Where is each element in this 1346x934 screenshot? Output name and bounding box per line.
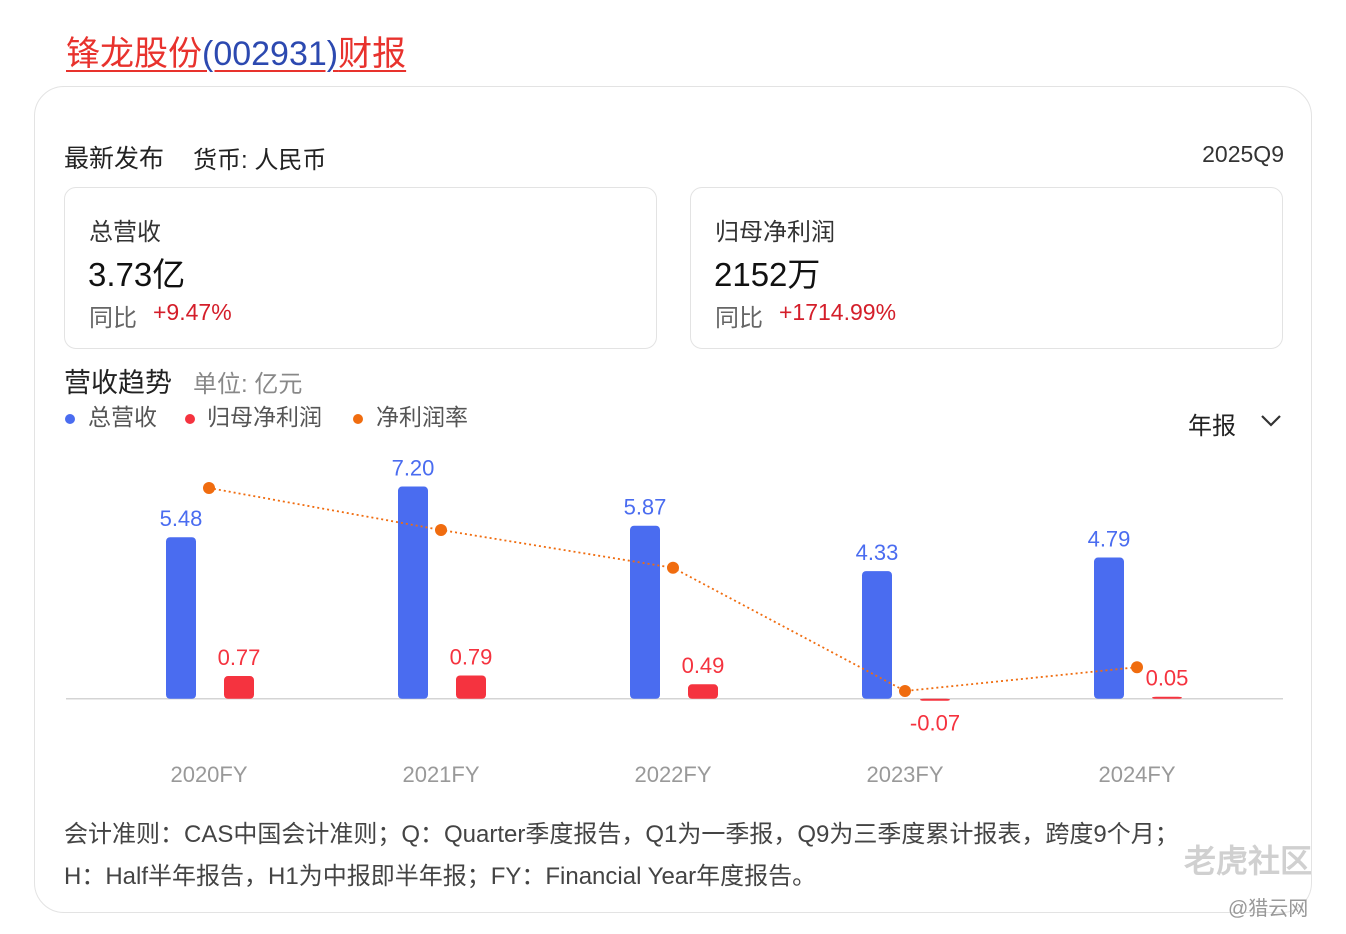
yoy-label: 同比 (715, 305, 763, 332)
trend-unit: 单位: 亿元 (193, 371, 303, 398)
period: 2025Q9 (1202, 141, 1284, 167)
title-suffix: 财报 (338, 35, 407, 73)
watermark-source: @猎云网 (1228, 898, 1309, 920)
title-name: 锋龙股份 (66, 35, 202, 73)
latest-label: 最新发布 (64, 145, 165, 173)
metric-value: 2152万 (714, 256, 821, 293)
yoy-value: +9.47% (153, 299, 232, 325)
watermark: 老虎社区 (1184, 843, 1313, 879)
metric-label: 归母净利润 (715, 219, 835, 246)
chevron[interactable] (1260, 414, 1282, 428)
trend-title: 营收趋势 (64, 368, 172, 398)
footnote-line: 会计准则：CAS中国会计准则；Q：Quarter季度报告，Q1为一季报，Q9为三… (64, 821, 1179, 848)
metric-card: 归母净利润 2152万 同比 +1714.99% (690, 187, 1283, 349)
metric-card: 总营收 3.73亿 同比 +9.47% (64, 187, 657, 349)
period-select-text[interactable]: 年报 (1188, 413, 1236, 440)
yoy-label: 同比 (89, 305, 137, 332)
title-code: (002931) (202, 35, 339, 73)
report-card (34, 86, 1312, 913)
yoy-value: +1714.99% (779, 299, 897, 325)
page-title[interactable]: 锋龙股份(002931)财报 (66, 26, 406, 75)
footnote-line: H：Half半年报告，H1为中报即半年报；FY：Financial Year年度… (64, 863, 817, 890)
metric-value: 3.73亿 (88, 256, 186, 293)
currency: 货币: 人民币 (193, 147, 327, 174)
metric-label: 总营收 (89, 219, 161, 246)
period-select[interactable]: 年报 (1188, 406, 1281, 441)
